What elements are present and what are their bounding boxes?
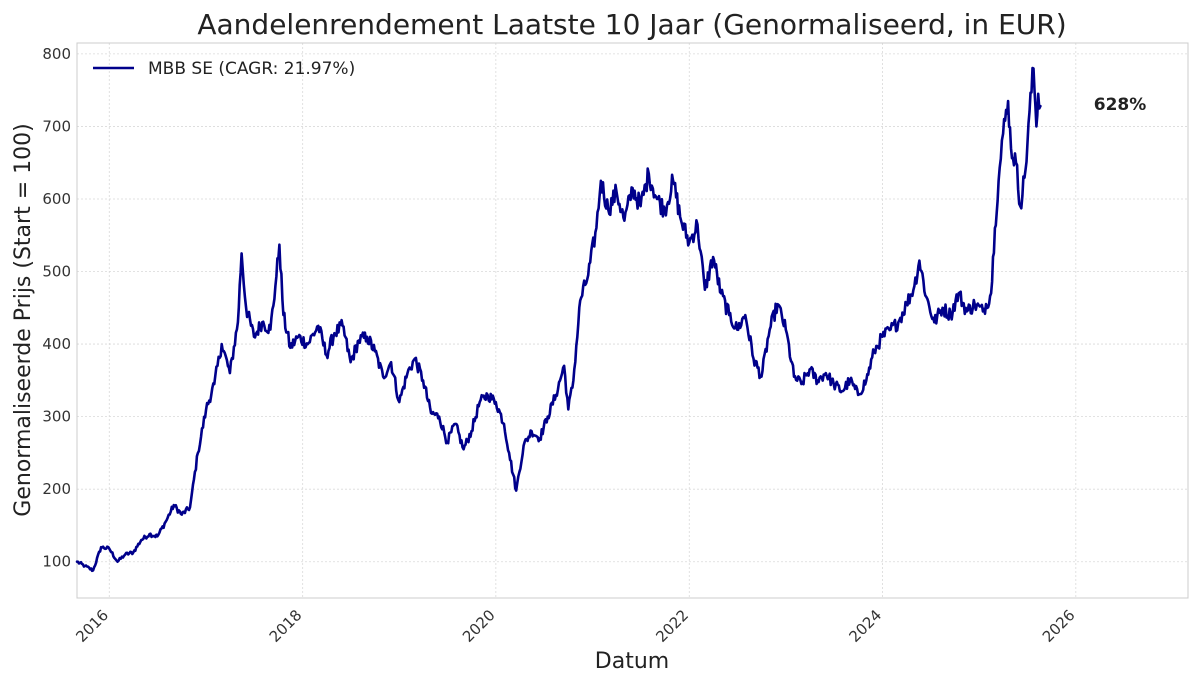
x-tick-label: 2022 [652,606,692,646]
x-tick-label: 2020 [459,606,499,646]
legend-entry: MBB SE (CAGR: 21.97%) [148,59,355,79]
x-tick-label: 2024 [846,606,886,646]
y-tick-label: 400 [42,335,71,353]
y-axis-ticks: 100 200 300 400 500 600 700 800 [42,45,71,571]
plot-frame [76,42,1189,599]
y-tick-label: 100 [42,553,71,571]
y-axis-label: Genormaliseerde Prijs (Start = 100) [11,123,36,516]
y-tick-label: 300 [42,408,71,426]
legend: MBB SE (CAGR: 21.97%) [93,59,355,79]
y-tick-label: 700 [42,117,71,135]
y-tick-label: 200 [42,480,71,498]
y-tick-label: 500 [42,263,71,281]
series-line [75,66,1042,573]
x-axis-label: Datum [595,649,669,674]
x-tick-label: 2016 [72,606,112,646]
chart-title: Aandelenrendement Laatste 10 Jaar (Genor… [197,8,1066,41]
y-tick-label: 600 [42,190,71,208]
y-tick-label: 800 [42,45,71,63]
x-tick-label: 2026 [1039,606,1079,646]
grid-lines [77,43,1188,598]
end-value-label: 628% [1094,95,1147,115]
x-axis-ticks: 2016 2018 2020 2022 2024 2026 [72,606,1078,646]
x-tick-label: 2018 [266,606,306,646]
